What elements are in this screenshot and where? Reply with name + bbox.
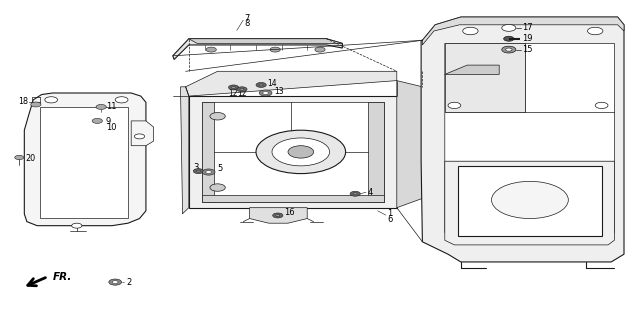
Text: 9: 9 xyxy=(106,117,111,126)
Circle shape xyxy=(206,170,211,174)
Circle shape xyxy=(288,146,314,158)
Circle shape xyxy=(206,47,216,52)
Circle shape xyxy=(256,130,346,174)
Circle shape xyxy=(353,193,357,195)
Circle shape xyxy=(276,215,280,216)
Polygon shape xyxy=(397,81,422,208)
Circle shape xyxy=(92,118,102,123)
Text: 20: 20 xyxy=(26,153,36,163)
Circle shape xyxy=(115,97,128,103)
Polygon shape xyxy=(421,17,624,262)
Circle shape xyxy=(72,223,82,228)
Polygon shape xyxy=(186,71,397,96)
Circle shape xyxy=(134,134,145,139)
Circle shape xyxy=(228,85,239,90)
Circle shape xyxy=(270,47,280,52)
Text: 2: 2 xyxy=(126,277,131,287)
Polygon shape xyxy=(202,195,384,202)
Circle shape xyxy=(256,82,266,87)
Circle shape xyxy=(492,181,568,219)
Circle shape xyxy=(259,84,263,86)
Text: 17: 17 xyxy=(522,23,533,33)
Polygon shape xyxy=(250,208,307,223)
Circle shape xyxy=(259,90,272,96)
Circle shape xyxy=(502,24,516,31)
Text: 12: 12 xyxy=(237,88,246,98)
Circle shape xyxy=(595,174,608,180)
Text: 14: 14 xyxy=(268,79,277,88)
Circle shape xyxy=(262,92,269,94)
Polygon shape xyxy=(445,161,614,245)
Text: 18: 18 xyxy=(18,97,28,106)
Polygon shape xyxy=(180,87,189,214)
Circle shape xyxy=(506,48,512,51)
Circle shape xyxy=(31,102,41,107)
Circle shape xyxy=(448,174,461,180)
Circle shape xyxy=(113,281,118,283)
Polygon shape xyxy=(131,121,154,146)
Polygon shape xyxy=(189,39,342,43)
Polygon shape xyxy=(202,102,214,202)
Polygon shape xyxy=(202,102,384,202)
Polygon shape xyxy=(445,65,499,74)
Circle shape xyxy=(588,27,603,35)
Circle shape xyxy=(45,97,58,103)
Circle shape xyxy=(273,213,283,218)
Circle shape xyxy=(210,184,225,191)
Circle shape xyxy=(96,104,106,109)
Text: 5: 5 xyxy=(218,164,223,174)
Polygon shape xyxy=(40,107,128,218)
Text: 1: 1 xyxy=(387,209,392,219)
Circle shape xyxy=(232,86,236,88)
Text: 4: 4 xyxy=(367,188,372,197)
Circle shape xyxy=(504,36,514,41)
Text: 8: 8 xyxy=(244,19,250,29)
Polygon shape xyxy=(24,93,146,226)
Circle shape xyxy=(272,138,330,166)
Circle shape xyxy=(315,47,325,52)
Text: 19: 19 xyxy=(522,34,532,43)
Text: 3: 3 xyxy=(193,163,198,172)
Circle shape xyxy=(237,87,247,92)
Polygon shape xyxy=(189,96,397,208)
Text: 16: 16 xyxy=(284,208,295,217)
Text: 12: 12 xyxy=(228,88,237,98)
Polygon shape xyxy=(445,43,525,112)
Polygon shape xyxy=(173,39,342,60)
Circle shape xyxy=(210,113,225,120)
Circle shape xyxy=(350,191,360,196)
Polygon shape xyxy=(445,43,614,240)
Circle shape xyxy=(240,88,244,90)
Polygon shape xyxy=(458,166,602,236)
Polygon shape xyxy=(368,102,384,202)
Text: 7: 7 xyxy=(244,14,250,23)
Circle shape xyxy=(448,102,461,108)
Circle shape xyxy=(15,155,24,160)
Circle shape xyxy=(109,279,122,285)
Text: 11: 11 xyxy=(106,102,116,112)
Circle shape xyxy=(196,170,200,172)
Text: 13: 13 xyxy=(274,87,284,96)
Circle shape xyxy=(502,46,516,53)
Circle shape xyxy=(463,27,478,35)
Circle shape xyxy=(193,169,204,174)
Text: FR.: FR. xyxy=(52,272,72,281)
Text: 10: 10 xyxy=(106,122,116,132)
Text: 15: 15 xyxy=(522,45,532,54)
Text: 6: 6 xyxy=(387,215,392,224)
Circle shape xyxy=(595,102,608,108)
Polygon shape xyxy=(422,17,624,45)
Circle shape xyxy=(202,169,215,175)
